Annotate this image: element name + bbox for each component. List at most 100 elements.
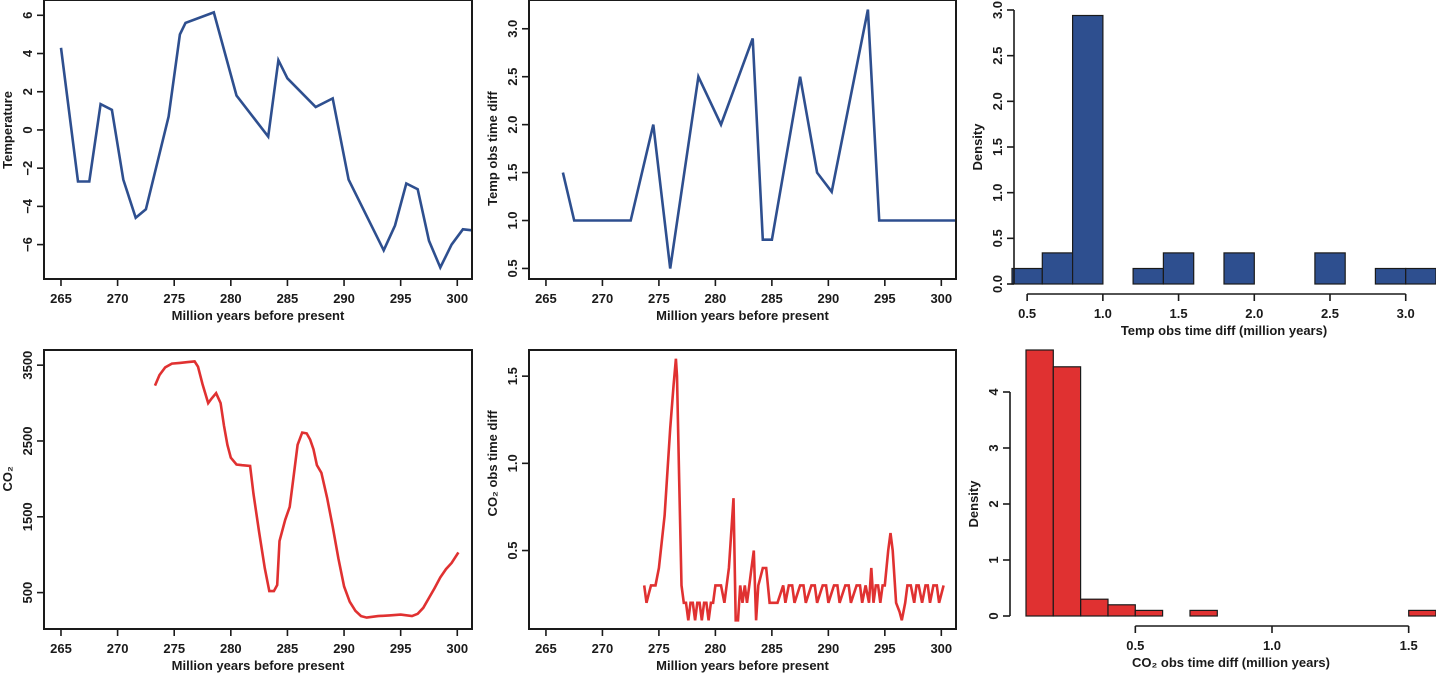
x-tick-label: 290 [818, 291, 840, 306]
y-tick-label: 0.5 [505, 541, 520, 559]
y-tick-label: 2500 [20, 427, 35, 456]
y-tick-label: 4 [986, 388, 1001, 396]
x-tick-label: 295 [874, 641, 896, 656]
histogram-bar [1071, 14, 1104, 285]
y-tick-label: 0 [986, 612, 1001, 619]
x-tick-label: 285 [277, 291, 299, 306]
co2-diff-histogram: 0.5 1.0 1.5 CO₂ obs time diff (million year… [966, 349, 1436, 670]
y-axis-title: Density [966, 480, 981, 528]
y-tick-label: 1.5 [990, 138, 1005, 156]
histogram-bar [1374, 267, 1407, 285]
co2-obs-time-diff-line-chart: 265 270 275 280 285 290 295 300 Million years be… [485, 349, 957, 673]
temp-obs-time-diff-line-chart: 265 270 275 280 285 290 295 300 Million years be… [485, 0, 957, 323]
y-tick-label: 4 [20, 49, 35, 57]
x-tick-label: 0.5 [1018, 306, 1036, 321]
y-axis-title: CO₂ [0, 466, 15, 492]
y-tick-label: 1.0 [505, 454, 520, 472]
histogram-bar [1052, 366, 1082, 617]
histogram-bar [1041, 252, 1074, 285]
x-tick-label: 295 [874, 291, 896, 306]
y-tick-label: 2.0 [990, 92, 1005, 110]
x-tick-label: 1.0 [1263, 638, 1281, 653]
y-axis-title: Temp obs time diff [485, 91, 500, 206]
y-tick-label: 0.5 [505, 259, 520, 277]
y-tick-label: 1.0 [505, 211, 520, 229]
co2-line-chart: 265 270 275 280 285 290 295 300 Million years be… [0, 349, 473, 673]
x-tick-label: 275 [163, 291, 185, 306]
plot-frame [43, 0, 473, 280]
x-tick-label: 285 [761, 641, 783, 656]
x-tick-label: 290 [333, 641, 355, 656]
y-tick-label: 6 [20, 12, 35, 19]
y-tick-label: 1500 [20, 502, 35, 531]
y-tick-label: −2 [20, 161, 35, 176]
data-line [153, 360, 460, 619]
x-tick-label: 270 [107, 641, 129, 656]
x-tick-label: 265 [535, 291, 557, 306]
y-tick-label: −4 [20, 198, 35, 214]
x-tick-label: 285 [277, 641, 299, 656]
histogram-bar [1223, 252, 1255, 285]
x-tick-label: 275 [648, 641, 670, 656]
histogram-bar [1314, 252, 1346, 285]
x-tick-label: 295 [390, 291, 412, 306]
x-tick-label: 275 [648, 291, 670, 306]
x-tick-label: 2.5 [1321, 306, 1339, 321]
x-tick-label: 265 [50, 641, 72, 656]
y-tick-label: 0.5 [990, 229, 1005, 247]
plot-frame [43, 349, 473, 630]
y-tick-label: 2 [986, 500, 1001, 507]
histogram-bar [1132, 267, 1164, 285]
x-tick-label: 280 [705, 641, 727, 656]
y-tick-label: 500 [20, 582, 35, 604]
x-tick-label: 300 [446, 641, 468, 656]
histogram-bar [1011, 267, 1043, 285]
x-tick-label: 265 [535, 641, 557, 656]
y-tick-label: 1.5 [505, 367, 520, 385]
data-line [642, 358, 945, 622]
y-tick-label: 2.5 [990, 47, 1005, 65]
x-tick-label: 280 [705, 291, 727, 306]
x-tick-label: 275 [163, 641, 185, 656]
x-tick-label: 270 [592, 291, 614, 306]
histogram-bar [1080, 598, 1109, 617]
y-tick-label: 3500 [20, 351, 35, 380]
histogram-bar [1405, 267, 1436, 285]
y-tick-label: 1.0 [990, 184, 1005, 202]
x-axis-title: Million years before present [172, 658, 345, 673]
x-axis-title: CO₂ obs time diff (million years) [1132, 655, 1330, 670]
temp-diff-histogram: 0.5 1.0 1.5 2.0 2.5 3.0 Temp obs time diff (mi… [970, 1, 1436, 338]
x-tick-label: 280 [220, 291, 242, 306]
y-tick-label: 1.5 [505, 164, 520, 182]
x-tick-label: 280 [220, 641, 242, 656]
x-tick-label: 295 [390, 641, 412, 656]
histogram-bar [1162, 252, 1195, 285]
y-tick-label: 0 [20, 126, 35, 133]
histogram-bar [1107, 604, 1136, 617]
y-tick-label: 3 [986, 444, 1001, 451]
temperature-line-chart: 265 270 275 280 285 290 295 300 Million years be… [0, 0, 473, 323]
histogram-bar [1408, 609, 1436, 617]
y-tick-label: −6 [20, 237, 35, 252]
x-tick-label: 270 [592, 641, 614, 656]
y-axis-title: Density [970, 123, 985, 171]
histogram-bar [1134, 609, 1164, 617]
x-tick-label: 1.5 [1400, 638, 1418, 653]
x-tick-label: 270 [107, 291, 129, 306]
x-tick-label: 300 [446, 291, 468, 306]
y-axis-title: Temperature [0, 91, 15, 169]
y-tick-label: 2 [20, 88, 35, 95]
x-tick-label: 1.5 [1170, 306, 1188, 321]
x-tick-label: 0.5 [1126, 638, 1144, 653]
x-tick-label: 1.0 [1094, 306, 1112, 321]
histogram-bar [1025, 349, 1054, 617]
y-tick-label: 2.5 [505, 68, 520, 86]
x-tick-label: 300 [930, 291, 952, 306]
data-line [561, 9, 956, 269]
y-tick-label: 1 [986, 556, 1001, 563]
x-axis-title: Million years before present [656, 308, 829, 323]
y-tick-label: 2.0 [505, 116, 520, 134]
x-axis-title: Million years before present [172, 308, 345, 323]
x-tick-label: 2.0 [1245, 306, 1263, 321]
plot-frame [528, 349, 957, 630]
